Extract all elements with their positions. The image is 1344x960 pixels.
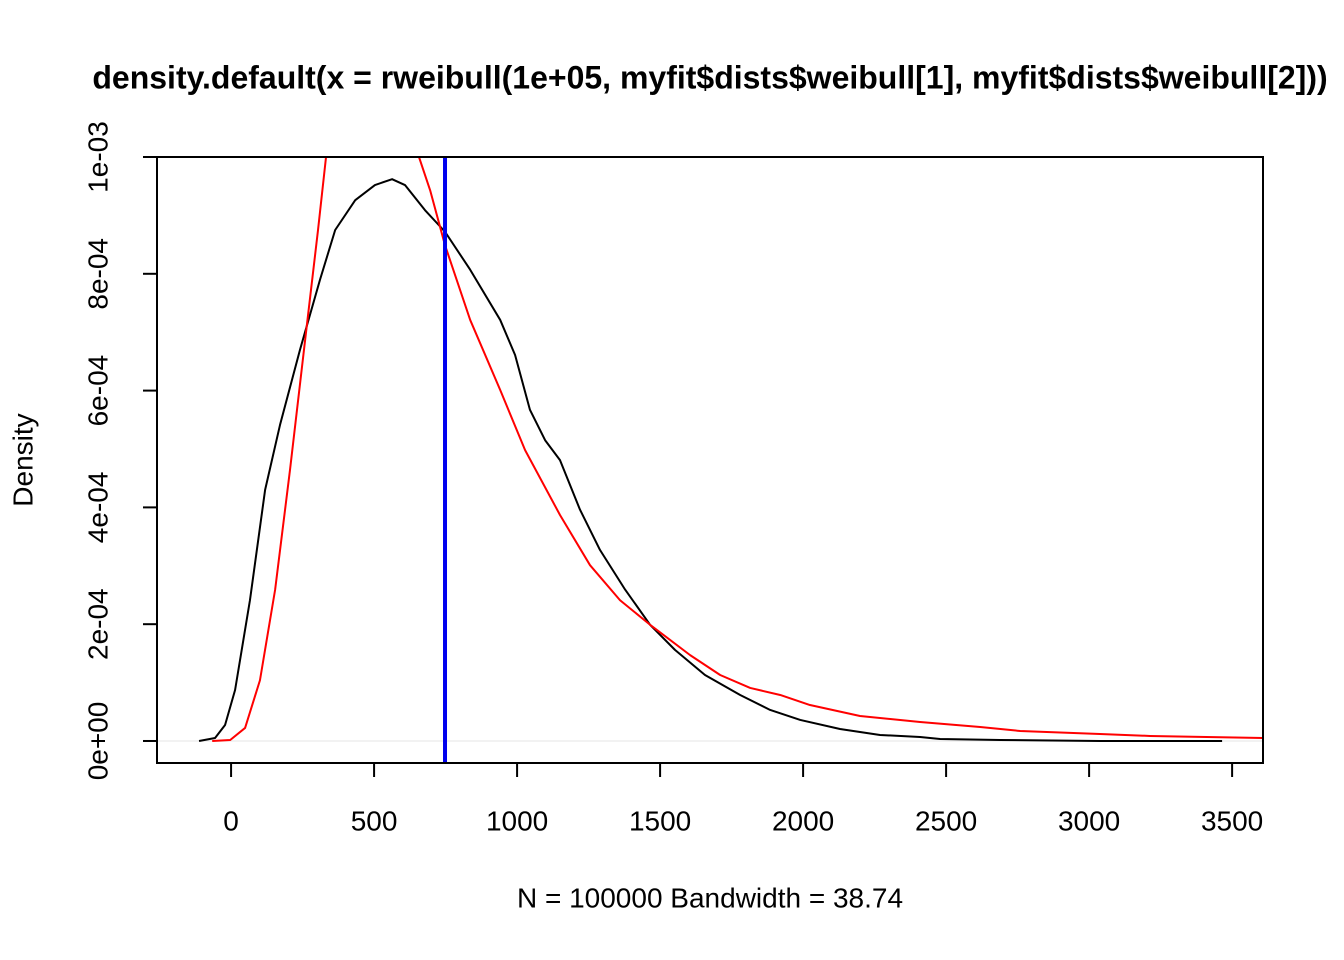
chart-title: density.default(x = rweibull(1e+05, myfi… [92,59,1327,95]
y-tick-label: 6e-04 [82,355,113,427]
x-tick-label: 2500 [915,805,977,836]
plot-frame [156,156,1264,764]
y-tick-label: 4e-04 [82,472,113,544]
x-tick-label: 2000 [772,805,834,836]
x-tick-label: 3000 [1058,805,1120,836]
x-axis-label: N = 100000 Bandwidth = 38.74 [517,882,903,913]
x-tick-label: 3500 [1201,805,1263,836]
x-tick-label: 1000 [486,805,548,836]
plot-area [157,157,1263,763]
y-tick-label: 0e+00 [82,702,113,781]
density-curve [198,178,1223,742]
x-tick-label: 0 [223,805,239,836]
y-axis-label: Density [7,413,38,506]
y-tick-label: 1e-03 [82,121,113,193]
y-tick-label: 8e-04 [82,238,113,310]
density-curve [212,157,1263,742]
x-tick-label: 500 [351,805,398,836]
y-tick-label: 2e-04 [82,588,113,660]
x-tick-label: 1500 [629,805,691,836]
